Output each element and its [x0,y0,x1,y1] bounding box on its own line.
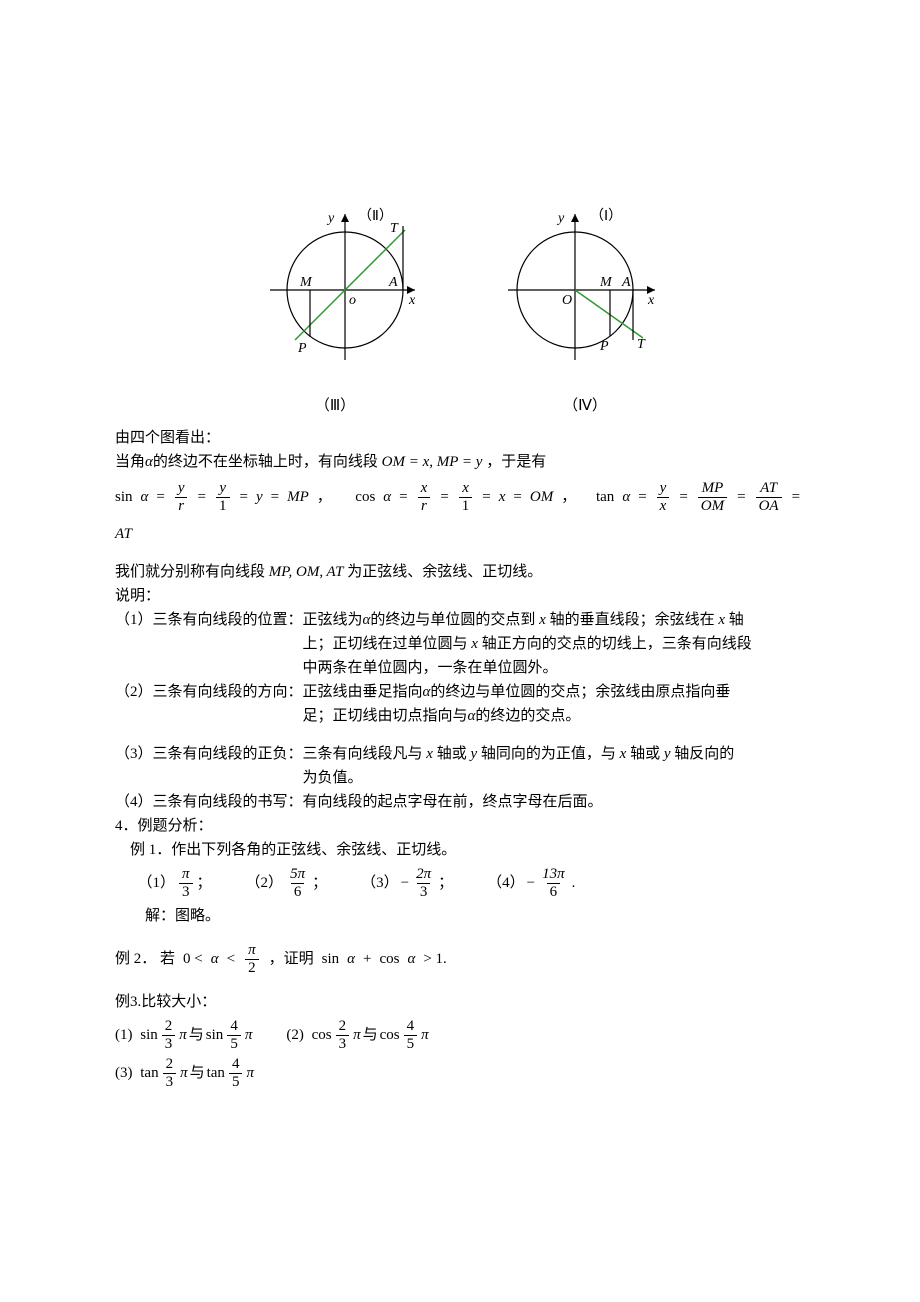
example-1-solution: 解：图略。 [115,904,805,928]
paragraph-3: 我们就分别称有向线段 MP, OM, AT 为正弦线、余弦线、正切线。 [115,560,805,584]
ex3-item-2: (2) cos 23 π 与 cos 45 π [286,1018,428,1052]
svg-text:T: T [637,337,646,352]
ex3-item-3: (3) tan 23 π 与 tan 45 π [115,1056,254,1090]
example-3-row1: (1) sin 23 π 与 sin 45 π (2) cos 23 π 与 c… [115,1018,805,1052]
example-3-row2: (3) tan 23 π 与 tan 45 π [115,1056,805,1090]
note-3: （3）三条有向线段的正负：三条有向线段凡与 x 轴或 y 轴同向的为正值，与 x… [115,742,805,766]
figure-block-left: y x o M A P T （Ⅱ） （Ⅲ） [250,200,420,418]
example-1-items: （1） π3 ； （2） 5π6 ； （3） − 2π3 ； （4） − 13π… [138,866,806,900]
note-1-line3: 中两条在单位圆内，一条在单位圆外。 [115,656,805,680]
figure-4-label: （Ⅳ） [500,394,670,418]
paragraph-2: 当角α的终边不在坐标轴上时，有向线段 OM = x, MP = y ，于是有 [115,450,805,474]
ex1-item-2: （2） 5π6 ； [246,866,328,900]
figure-row: y x o M A P T （Ⅱ） （Ⅲ） [115,200,805,418]
figure-3-label: （Ⅲ） [250,394,420,418]
svg-text:A: A [621,275,631,290]
diagram-3: y x o M A P T （Ⅱ） [250,200,420,380]
example-3-title: 例3.比较大小： [115,990,805,1014]
note-1: （1）三条有向线段的位置：正弦线为α的终边与单位圆的交点到 x 轴的垂直线段；余… [115,608,805,632]
ex1-item-1: （1） π3 ； [138,866,212,900]
origin-label: o [349,293,356,308]
note-2-line2: 足；正切线由切点指向与α的终边的交点。 [115,704,805,728]
example-1-title: 例 1．作出下列各角的正弦线、余弦线、正切线。 [115,838,805,862]
y-axis-label: y [326,211,335,226]
note-header: 说明： [115,584,805,608]
svg-text:M: M [599,275,613,290]
svg-text:x: x [647,293,655,308]
point-A: A [388,275,398,290]
point-P: P [297,341,307,356]
equations: sinα = yr = y1 = y = MP ， cosα = xr = x1… [115,480,805,546]
x-axis-label: x [408,293,416,308]
svg-text:O: O [562,293,572,308]
diagram-4: y x O M A P T （Ⅰ） [500,200,670,380]
example-2: 例 2． 若 0 < α < π2 ，证明 sinα + cosα > 1. [115,942,805,976]
note-4: （4）三条有向线段的书写：有向线段的起点字母在前，终点字母在后面。 [115,790,805,814]
note-2: （2）三条有向线段的方向：正弦线由垂足指向α的终边与单位圆的交点；余弦线由原点指… [115,680,805,704]
ex1-item-3: （3） − 2π3 ； [361,866,453,900]
note-3-line2: 为负值。 [115,766,805,790]
svg-text:y: y [556,211,565,226]
point-M: M [299,275,313,290]
section-4: 4．例题分析： [115,814,805,838]
svg-text:（Ⅰ）: （Ⅰ） [590,208,622,224]
figure-block-right: y x O M A P T （Ⅰ） （Ⅳ） [500,200,670,418]
svg-text:P: P [599,339,609,354]
quadrant-2-label: （Ⅱ） [358,208,393,224]
note-1-line2: 上；正切线在过单位圆与 x 轴正方向的交点的切线上，三条有向线段 [115,632,805,656]
paragraph-1: 由四个图看出： [115,426,805,450]
ex3-item-1: (1) sin 23 π 与 sin 45 π [115,1018,252,1052]
document-page: y x o M A P T （Ⅱ） （Ⅲ） [0,0,920,1214]
ex1-item-4: （4） − 13π6 . [487,866,575,900]
